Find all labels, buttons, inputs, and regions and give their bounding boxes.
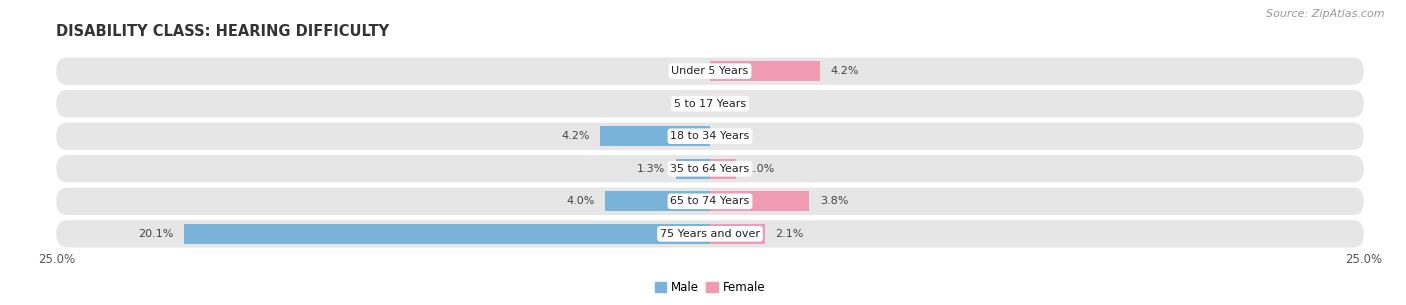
Text: 20.1%: 20.1% [139,229,174,239]
FancyBboxPatch shape [56,188,1364,215]
Text: DISABILITY CLASS: HEARING DIFFICULTY: DISABILITY CLASS: HEARING DIFFICULTY [56,24,389,39]
FancyBboxPatch shape [56,58,1364,85]
Text: 2.1%: 2.1% [776,229,804,239]
Text: 4.2%: 4.2% [561,131,589,141]
Text: 4.2%: 4.2% [831,66,859,76]
FancyBboxPatch shape [56,123,1364,150]
Bar [184,224,710,244]
Text: 0.0%: 0.0% [720,131,749,141]
Text: 0.0%: 0.0% [671,66,700,76]
Text: Source: ZipAtlas.com: Source: ZipAtlas.com [1267,9,1385,19]
Text: 35 to 64 Years: 35 to 64 Years [671,164,749,174]
FancyBboxPatch shape [56,155,1364,182]
Bar [606,191,710,211]
Text: 3.8%: 3.8% [820,196,848,206]
Text: 18 to 34 Years: 18 to 34 Years [671,131,749,141]
Bar [710,224,765,244]
Text: 75 Years and over: 75 Years and over [659,229,761,239]
Bar [676,159,710,179]
Text: Under 5 Years: Under 5 Years [672,66,748,76]
Text: 5 to 17 Years: 5 to 17 Years [673,99,747,109]
FancyBboxPatch shape [56,90,1364,117]
Text: 1.3%: 1.3% [637,164,665,174]
Bar [710,191,810,211]
FancyBboxPatch shape [56,220,1364,247]
Bar [710,159,737,179]
Text: 1.0%: 1.0% [747,164,775,174]
Bar [710,61,820,81]
Text: 4.0%: 4.0% [567,196,595,206]
Bar [600,126,710,146]
Legend: Male, Female: Male, Female [650,276,770,299]
Text: 65 to 74 Years: 65 to 74 Years [671,196,749,206]
Text: 0.0%: 0.0% [720,99,749,109]
Text: 0.0%: 0.0% [671,99,700,109]
